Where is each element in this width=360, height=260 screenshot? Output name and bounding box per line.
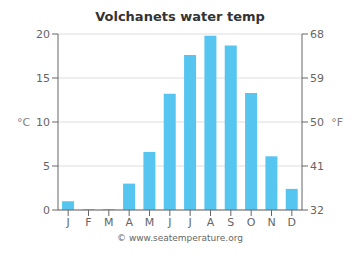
svg-text:50: 50 (310, 116, 324, 129)
svg-text:F: F (85, 216, 91, 229)
svg-text:10: 10 (36, 116, 50, 129)
svg-text:J: J (188, 216, 192, 229)
svg-text:°C: °C (17, 116, 31, 129)
svg-text:32: 32 (310, 204, 324, 217)
svg-text:N: N (267, 216, 275, 229)
svg-text:20: 20 (36, 28, 50, 41)
svg-text:J: J (66, 216, 70, 229)
svg-text:68: 68 (310, 28, 324, 41)
svg-text:M: M (145, 216, 155, 229)
svg-text:41: 41 (310, 160, 324, 173)
svg-text:5: 5 (43, 160, 50, 173)
svg-text:59: 59 (310, 72, 324, 85)
svg-text:D: D (288, 216, 296, 229)
svg-text:0: 0 (43, 204, 50, 217)
svg-text:J: J (167, 216, 171, 229)
svg-text:O: O (247, 216, 256, 229)
svg-text:15: 15 (36, 72, 50, 85)
svg-text:A: A (207, 216, 215, 229)
svg-text:A: A (125, 216, 133, 229)
html-text:© www.seatemperature.org: © www.seatemperature.org (117, 233, 243, 243)
svg-text:M: M (104, 216, 114, 229)
svg-text:S: S (227, 216, 234, 229)
html-text:Volchanets water temp: Volchanets water temp (95, 9, 265, 24)
svg-text:°F: °F (331, 116, 343, 129)
